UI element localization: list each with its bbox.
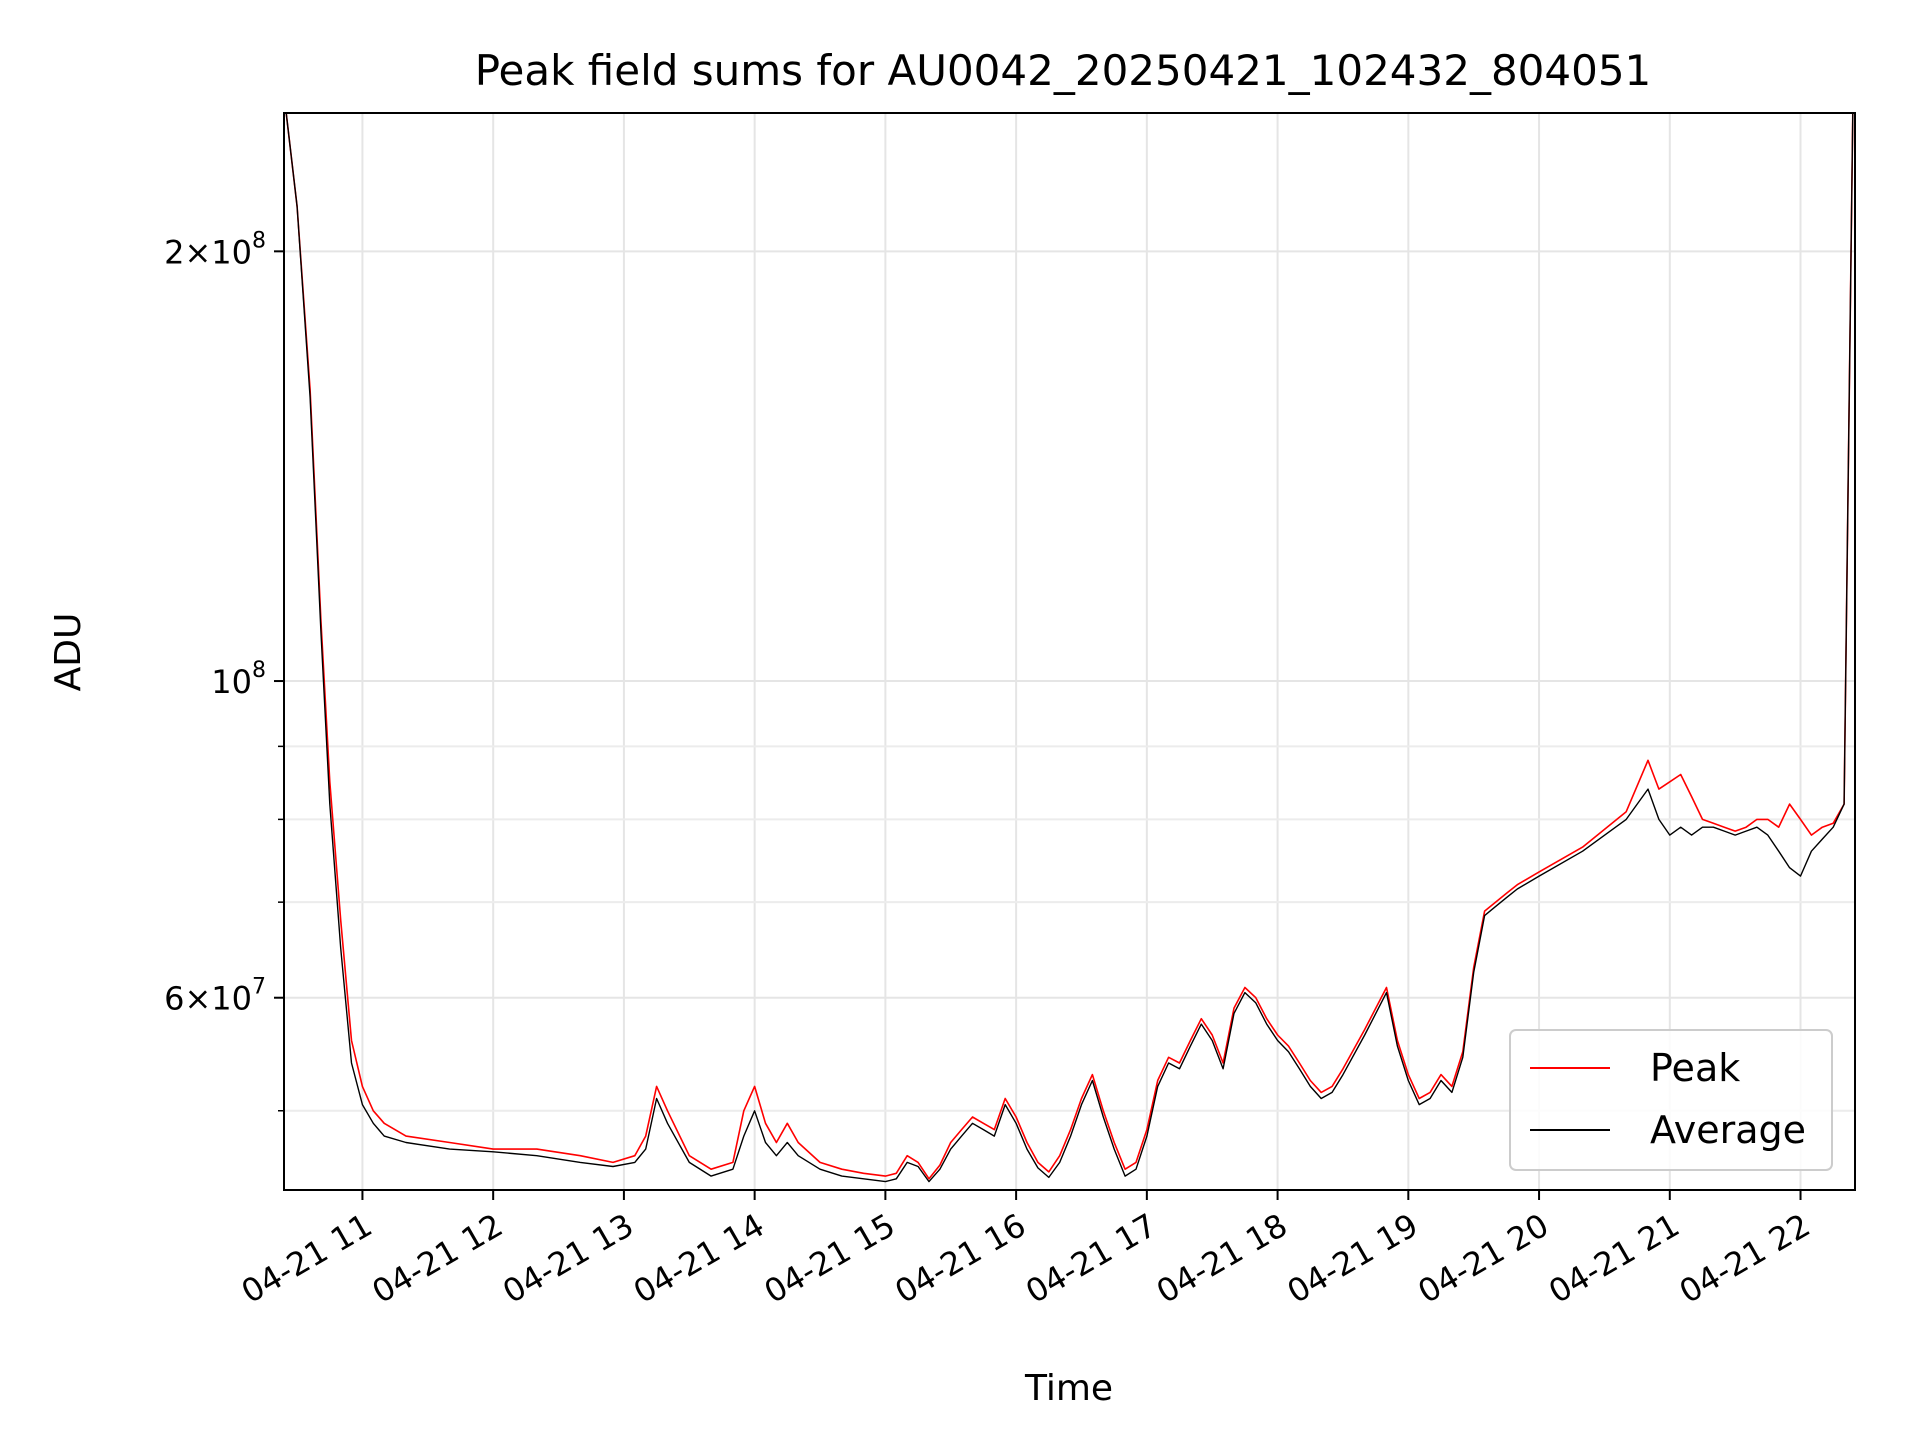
y-axis-label: ADU bbox=[48, 613, 89, 692]
y-tick-label: 6×107 bbox=[164, 975, 266, 1018]
plot-clip-group bbox=[285, 113, 1854, 1183]
series-line-peak bbox=[285, 113, 1854, 1180]
legend-box bbox=[1509, 1029, 1833, 1171]
gridlines bbox=[284, 113, 1855, 1190]
chart-title: Peak field sums for AU0042_20250421_1024… bbox=[475, 46, 1652, 95]
y-tick-label: 108 bbox=[211, 658, 266, 701]
x-axis-label: Time bbox=[1024, 1368, 1113, 1409]
series-line-average bbox=[285, 113, 1854, 1183]
legend-label: Peak bbox=[1650, 1046, 1740, 1090]
plot-frame bbox=[283, 112, 1856, 1191]
legend-label: Average bbox=[1650, 1108, 1806, 1152]
y-axis: 2×108 108 6×107 bbox=[164, 228, 284, 1112]
y-tick-label: 2×108 bbox=[164, 228, 266, 271]
legend: Peak Average bbox=[1509, 1029, 1833, 1171]
